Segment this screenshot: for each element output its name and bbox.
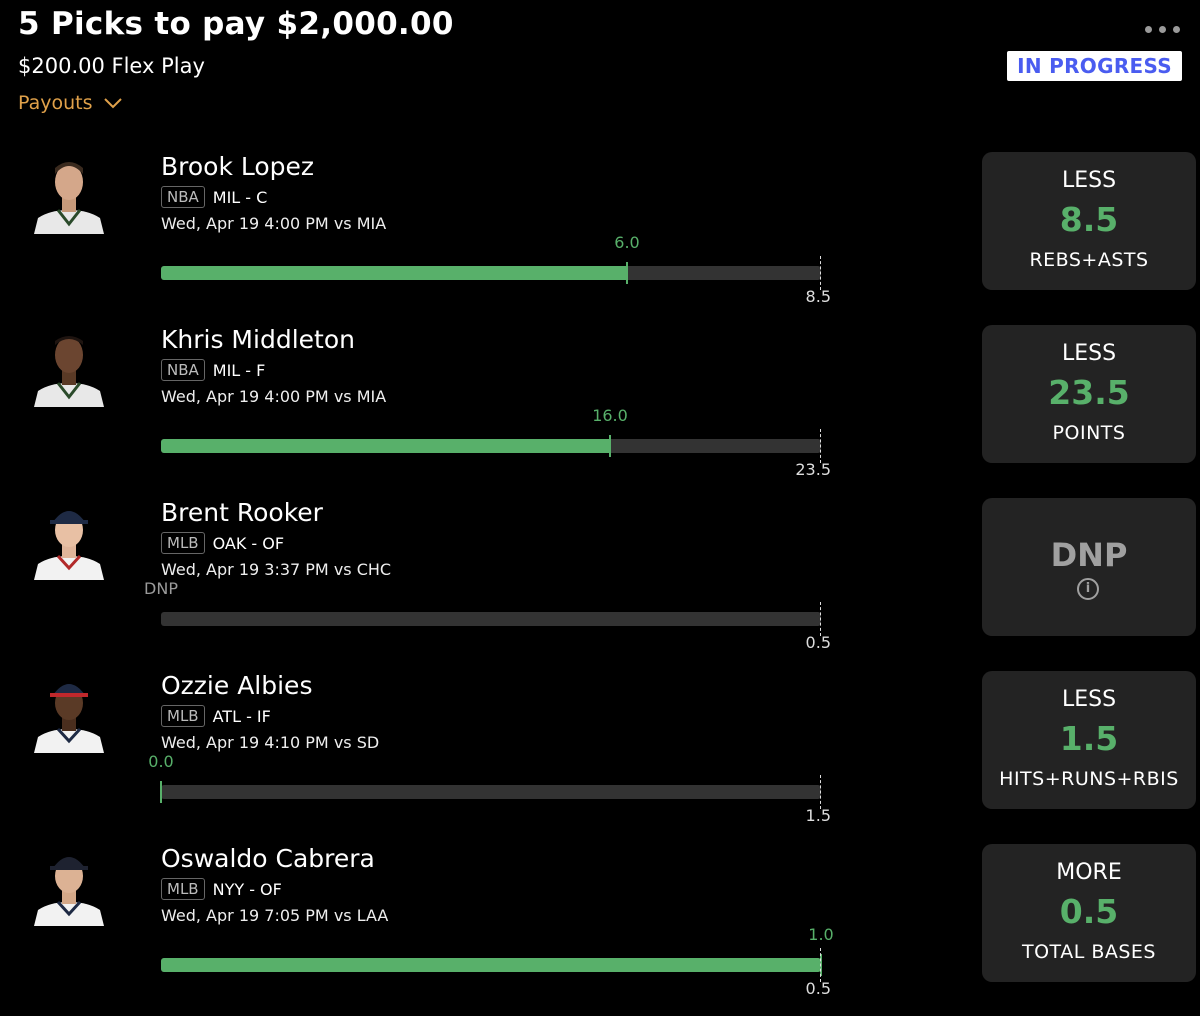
progress-fill <box>161 958 821 972</box>
projection-value: 23.5 <box>1048 373 1130 412</box>
line-marker <box>820 429 821 463</box>
projection-direction: MORE <box>1056 860 1122 885</box>
pick-row[interactable]: Oswaldo Cabrera MLB NYY - OF Wed, Apr 19… <box>0 844 1200 1016</box>
game-time: Wed, Apr 19 3:37 PM vs CHC <box>161 560 392 579</box>
payouts-label: Payouts <box>18 92 93 114</box>
info-icon[interactable]: i <box>1077 578 1099 600</box>
line-marker <box>820 602 821 636</box>
more-options-icon[interactable] <box>1145 26 1180 33</box>
player-meta: NBA MIL - C <box>161 186 267 208</box>
payouts-toggle[interactable]: Payouts <box>18 92 123 114</box>
player-name: Oswaldo Cabrera <box>161 844 375 873</box>
player-headshot-avatar <box>34 857 104 926</box>
projection-card: LESS 8.5 REBS+ASTS <box>982 152 1196 290</box>
pick-row[interactable]: Ozzie Albies MLB ATL - IF Wed, Apr 19 4:… <box>0 671 1200 843</box>
projection-stat: HITS+RUNS+RBIS <box>999 768 1179 790</box>
progress-fill <box>161 266 627 280</box>
progress-track: 16.0 23.5 <box>161 406 831 479</box>
progress-marker <box>609 435 611 457</box>
progress-track: DNP 0.5 <box>144 579 831 652</box>
projection-stat: POINTS <box>1052 422 1126 444</box>
projection-direction: LESS <box>1061 168 1117 193</box>
projection-card: MORE 0.5 TOTAL BASES <box>982 844 1196 982</box>
progress-track: 1.0 0.5 <box>161 925 834 998</box>
team-position: MIL - C <box>212 187 268 207</box>
game-time: Wed, Apr 19 4:10 PM vs SD <box>161 733 380 752</box>
player-headshot-avatar <box>34 684 104 753</box>
line-value: 1.5 <box>805 806 831 825</box>
status-badge: IN PROGRESS <box>1007 51 1182 81</box>
line-value: 23.5 <box>795 460 831 479</box>
line-value: 8.5 <box>805 287 831 306</box>
player-name: Brook Lopez <box>161 152 315 181</box>
current-value: 0.0 <box>148 752 174 771</box>
league-badge: NBA <box>161 359 205 381</box>
team-position: ATL - IF <box>212 706 271 726</box>
current-value: 16.0 <box>592 406 628 425</box>
team-position: OAK - OF <box>212 533 285 553</box>
chevron-down-icon <box>103 98 122 109</box>
projection-stat: REBS+ASTS <box>1029 249 1149 271</box>
game-time: Wed, Apr 19 4:00 PM vs MIA <box>161 387 387 406</box>
page-title: 5 Picks to pay $2,000.00 <box>18 6 454 42</box>
projection-direction: LESS <box>1061 687 1117 712</box>
progress-track: 6.0 8.5 <box>161 233 831 306</box>
line-marker <box>820 775 821 809</box>
progress-fill <box>161 439 610 453</box>
progress-marker <box>626 262 628 284</box>
player-name: Brent Rooker <box>161 498 323 527</box>
player-meta: MLB ATL - IF <box>161 705 271 727</box>
dnp-label: DNP <box>1050 536 1128 574</box>
play-subtitle: $200.00 Flex Play <box>18 54 205 78</box>
player-meta: MLB OAK - OF <box>161 532 284 554</box>
player-headshot-avatar <box>34 336 104 407</box>
game-time: Wed, Apr 19 4:00 PM vs MIA <box>161 214 387 233</box>
line-marker <box>820 948 821 982</box>
current-value: DNP <box>144 579 178 598</box>
progress-track: 0.0 1.5 <box>148 752 831 825</box>
projection-stat: TOTAL BASES <box>1022 941 1156 963</box>
player-name: Khris Middleton <box>161 325 355 354</box>
game-time: Wed, Apr 19 7:05 PM vs LAA <box>161 906 389 925</box>
pick-row[interactable]: Brent Rooker MLB OAK - OF Wed, Apr 19 3:… <box>0 498 1200 670</box>
player-headshot-avatar <box>34 162 104 234</box>
pick-row[interactable]: Khris Middleton NBA MIL - F Wed, Apr 19 … <box>0 325 1200 497</box>
current-value: 1.0 <box>808 925 834 944</box>
projection-value: 1.5 <box>1059 719 1119 758</box>
league-badge: MLB <box>161 705 205 727</box>
pick-row[interactable]: Brook Lopez NBA MIL - C Wed, Apr 19 4:00… <box>0 152 1200 324</box>
team-position: NYY - OF <box>212 879 282 899</box>
line-marker <box>820 256 821 290</box>
league-badge: NBA <box>161 186 205 208</box>
league-badge: MLB <box>161 532 205 554</box>
current-value: 6.0 <box>614 233 640 252</box>
team-position: MIL - F <box>212 360 266 380</box>
league-badge: MLB <box>161 878 205 900</box>
line-value: 0.5 <box>805 979 831 998</box>
projection-value: 0.5 <box>1059 892 1119 931</box>
player-meta: NBA MIL - F <box>161 359 265 381</box>
projection-card: LESS 1.5 HITS+RUNS+RBIS <box>982 671 1196 809</box>
progress-marker <box>820 954 822 976</box>
progress-marker <box>160 781 162 803</box>
player-meta: MLB NYY - OF <box>161 878 282 900</box>
player-name: Ozzie Albies <box>161 671 313 700</box>
projection-card: DNP i <box>982 498 1196 636</box>
player-headshot-avatar <box>34 511 104 580</box>
line-value: 0.5 <box>805 633 831 652</box>
projection-direction: LESS <box>1061 341 1117 366</box>
projection-value: 8.5 <box>1059 200 1119 239</box>
projection-card: LESS 23.5 POINTS <box>982 325 1196 463</box>
